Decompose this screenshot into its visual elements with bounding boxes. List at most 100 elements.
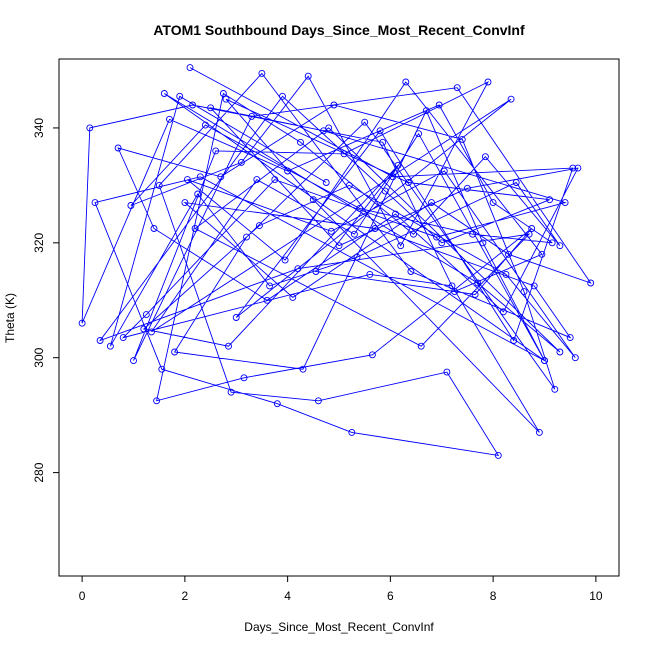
data-point	[407, 268, 415, 275]
data-point	[294, 265, 302, 273]
x-tick-label: 6	[387, 589, 394, 603]
data-point	[171, 348, 179, 356]
series-group	[78, 64, 595, 459]
data-point	[471, 291, 479, 298]
data-point	[86, 124, 94, 132]
data-point	[510, 337, 518, 344]
data-point	[474, 279, 482, 287]
data-point	[402, 78, 410, 86]
data-point	[443, 368, 451, 376]
data-point	[366, 270, 374, 278]
data-point	[271, 176, 279, 184]
x-axis-label: Days_Since_Most_Recent_ConvInf	[244, 620, 434, 634]
data-point	[330, 101, 338, 109]
data-point	[356, 204, 364, 212]
data-point	[91, 199, 99, 207]
data-point	[335, 242, 343, 250]
data-point	[222, 95, 230, 103]
data-point	[142, 311, 150, 319]
data-point	[207, 104, 215, 112]
data-point	[299, 365, 307, 373]
data-point	[255, 222, 263, 230]
data-point	[160, 90, 168, 97]
data-point	[345, 181, 353, 189]
data-point	[404, 179, 412, 186]
data-point	[348, 428, 356, 436]
data-point	[541, 357, 548, 365]
data-point	[415, 130, 423, 138]
data-point	[284, 167, 292, 175]
data-point	[212, 147, 220, 155]
y-axis: 280 300 320 340	[32, 118, 60, 483]
data-point	[279, 92, 286, 100]
data-point	[297, 138, 304, 146]
data-point	[263, 296, 271, 304]
series-line	[81, 67, 592, 456]
y-tick-label: 280	[32, 462, 46, 482]
data-point	[484, 78, 492, 86]
data-point	[389, 173, 397, 181]
data-point	[176, 92, 184, 100]
data-point	[571, 354, 579, 362]
data-point	[481, 153, 489, 161]
data-point	[538, 250, 546, 258]
data-point	[227, 388, 235, 396]
data-point	[392, 210, 399, 218]
data-point	[397, 242, 405, 250]
data-point	[428, 199, 435, 207]
data-point	[469, 230, 477, 238]
data-point	[273, 400, 281, 408]
data-point	[96, 337, 104, 344]
data-point	[266, 282, 274, 290]
data-point	[322, 179, 330, 186]
data-point	[376, 127, 384, 135]
data-point	[153, 397, 161, 405]
data-point	[368, 351, 376, 359]
data-point	[448, 282, 456, 290]
data-point	[196, 173, 204, 181]
data-point	[320, 127, 328, 135]
data-point	[502, 270, 510, 278]
data-point	[243, 233, 250, 241]
data-point	[556, 242, 564, 250]
data-point	[240, 374, 248, 382]
data-point	[325, 124, 333, 132]
data-point	[191, 225, 199, 232]
data-point	[350, 230, 358, 238]
data-point	[505, 250, 512, 258]
data-point	[520, 288, 528, 296]
y-tick-label: 340	[32, 118, 46, 138]
data-point	[289, 293, 297, 301]
data-point	[119, 334, 127, 342]
x-tick-label: 4	[284, 589, 291, 603]
data-point	[535, 428, 543, 436]
data-point	[353, 253, 361, 261]
data-point	[127, 202, 135, 209]
data-point	[512, 179, 520, 186]
x-axis: 0 2 4 6 8 10	[79, 575, 603, 603]
data-point	[499, 308, 507, 316]
data-point	[309, 196, 317, 204]
x-tick-label: 8	[490, 589, 497, 603]
data-point	[410, 230, 417, 238]
data-point	[327, 227, 335, 235]
data-point	[548, 239, 556, 247]
data-point	[181, 199, 189, 207]
data-point	[201, 121, 209, 129]
data-point	[525, 230, 533, 238]
data-point	[381, 187, 389, 195]
data-point	[440, 167, 448, 175]
data-point	[148, 328, 155, 336]
data-point	[189, 101, 197, 109]
data-point	[433, 233, 441, 241]
data-point	[186, 64, 194, 72]
data-point	[232, 314, 240, 321]
data-point	[304, 72, 312, 80]
data-point	[574, 164, 582, 172]
x-tick-label: 0	[79, 589, 86, 603]
data-point	[458, 135, 466, 143]
data-point	[217, 173, 225, 181]
data-point	[494, 451, 502, 459]
